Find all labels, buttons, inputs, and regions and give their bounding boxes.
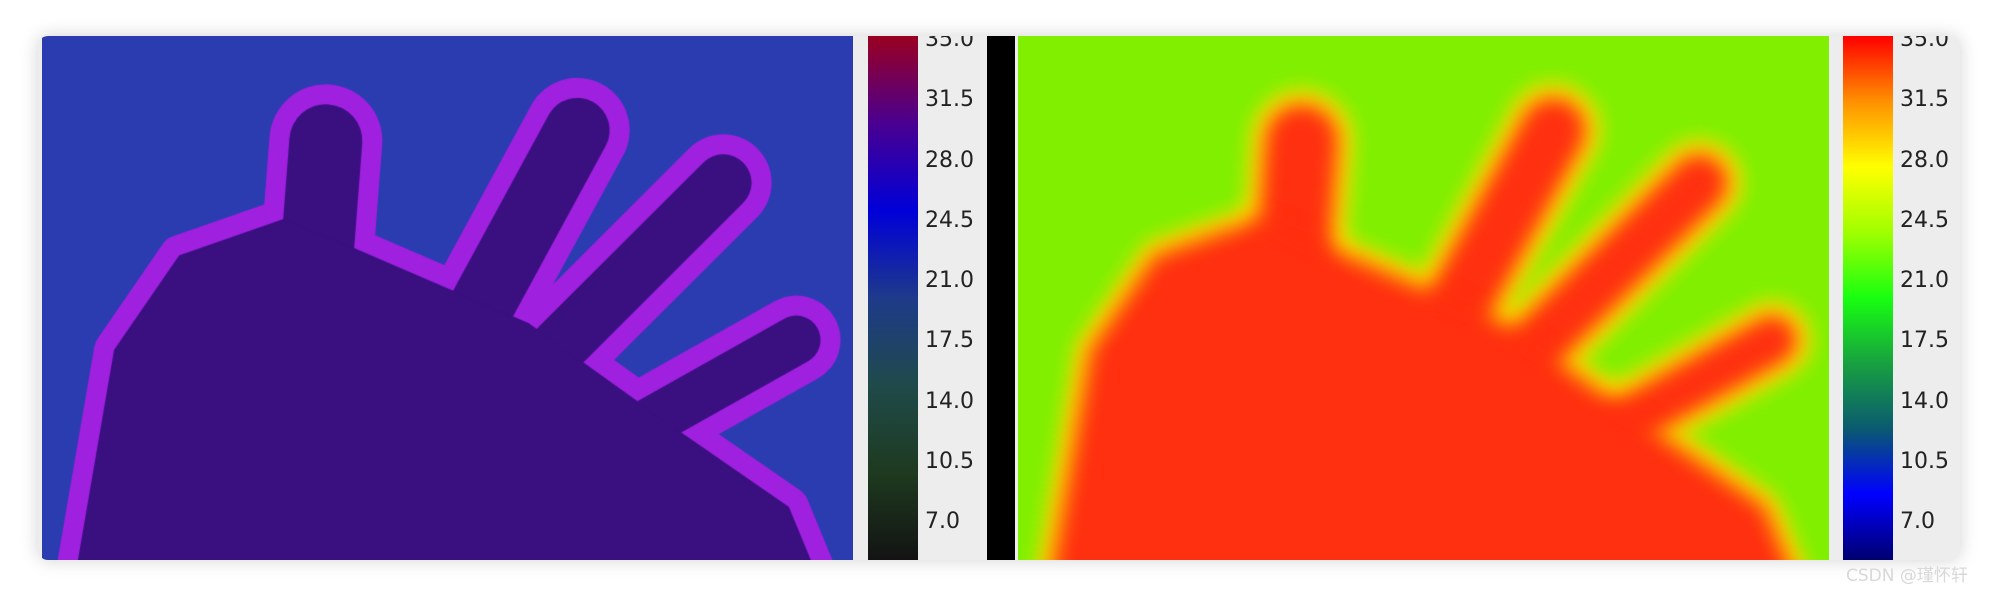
thermal-view-panel: 35.0 31.5 28.0 24.5 21.0 17.5 14.0 10.5 7.0 35.0… — [38, 36, 1960, 560]
left-heatmap — [42, 36, 853, 560]
right-colorbar — [1843, 36, 1893, 560]
colorbar-tick: 14.0 — [1900, 388, 1949, 414]
divider — [987, 36, 1015, 560]
colorbar-tick: 17.5 — [925, 328, 974, 354]
watermark: CSDN @瑾怀轩 — [1846, 566, 1968, 586]
colorbar-tick: 21.0 — [925, 268, 974, 293]
colorbar-tick: 35.0 — [925, 36, 974, 52]
right-heatmap — [1018, 36, 1829, 560]
colorbar-tick: 17.5 — [1900, 328, 1949, 354]
colorbar-tick: 21.0 — [1900, 268, 1949, 293]
colorbar-tick: 31.5 — [925, 87, 974, 113]
colorbar-tick: 28.0 — [925, 147, 974, 173]
colorbar-tick: 28.0 — [1900, 147, 1949, 173]
colorbar-tick: 35.0 — [1900, 36, 1949, 52]
colorbar-tick: 31.5 — [1900, 87, 1949, 113]
colorbar-tick: 24.5 — [1900, 207, 1949, 233]
left-colorbar — [868, 36, 918, 560]
colorbar-tick: 7.0 — [1900, 509, 1935, 534]
colorbar-tick: 10.5 — [925, 448, 974, 474]
right-colorbar-ticks: 35.0 31.5 28.0 24.5 21.0 17.5 14.0 10.5 7.0 — [1900, 36, 1960, 560]
colorbar-tick: 10.5 — [1900, 448, 1949, 474]
left-colorbar-ticks: 35.0 31.5 28.0 24.5 21.0 17.5 14.0 10.5 7.0 — [925, 36, 985, 560]
colorbar-tick: 7.0 — [925, 509, 960, 534]
colorbar-tick: 24.5 — [925, 207, 974, 233]
colorbar-tick: 14.0 — [925, 388, 974, 414]
